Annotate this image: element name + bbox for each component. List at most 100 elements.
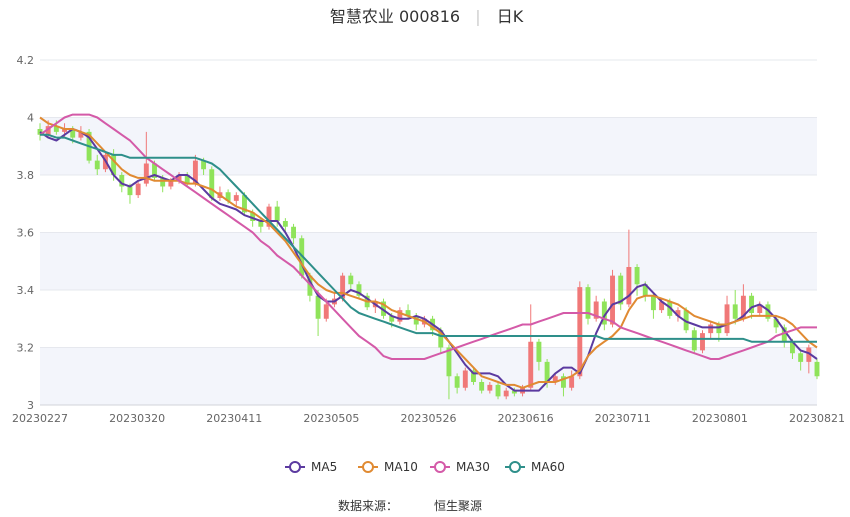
- candle: [495, 382, 501, 400]
- candle: [135, 180, 141, 198]
- candle: [593, 295, 599, 322]
- legend-item-ma60[interactable]: MA60: [505, 460, 565, 474]
- candle-body: [135, 183, 141, 196]
- candle-body: [781, 327, 787, 342]
- legend[interactable]: MA5 MA10 MA30 MA60: [285, 460, 565, 474]
- candle: [291, 223, 297, 244]
- chart-title: 智慧农业 000816: [330, 7, 460, 26]
- candle-body: [773, 318, 779, 328]
- candle-body: [266, 206, 272, 227]
- x-tick-label: 20230616: [498, 412, 554, 425]
- candle: [749, 292, 755, 319]
- candle: [700, 330, 705, 354]
- legend-item-ma10[interactable]: MA10: [358, 460, 418, 474]
- legend-item-ma30[interactable]: MA30: [430, 460, 490, 474]
- candle-body: [757, 304, 763, 313]
- candle-body: [593, 301, 599, 319]
- x-tick-label: 20230821: [789, 412, 845, 425]
- candle: [381, 298, 386, 319]
- moving-average-lines: [39, 113, 818, 392]
- x-tick-label: 20230227: [12, 412, 68, 425]
- candle-body: [806, 347, 812, 362]
- candle: [798, 350, 804, 371]
- plot-band: [40, 232, 817, 290]
- candle-body: [291, 226, 297, 239]
- candle: [781, 324, 787, 348]
- candle-body: [192, 160, 198, 184]
- candle: [618, 272, 624, 311]
- ma-line-ma60: [40, 133, 817, 343]
- candle-body: [405, 310, 411, 316]
- candle: [691, 327, 697, 354]
- candle-body: [511, 390, 517, 394]
- candle-body: [601, 301, 607, 325]
- candle-body: [528, 341, 534, 388]
- candle-body: [552, 376, 558, 382]
- candle: [683, 307, 689, 334]
- candle-body: [610, 275, 615, 325]
- legend-marker: [362, 461, 374, 473]
- legend-marker: [509, 461, 521, 473]
- candle-body: [53, 126, 59, 132]
- x-tick-label: 20230711: [595, 412, 651, 425]
- x-tick-label: 20230526: [401, 412, 457, 425]
- x-axis-ticks: 20230227 20230320 20230411 20230505 20230526…: [12, 404, 845, 425]
- source-label: 数据来源：: [338, 498, 398, 513]
- candle-body: [127, 186, 133, 196]
- candle-body: [438, 330, 444, 348]
- candle: [626, 229, 632, 308]
- candle-body: [659, 301, 665, 311]
- candle-body: [732, 304, 738, 319]
- period-label: 日K: [497, 7, 524, 26]
- legend-marker: [434, 461, 446, 473]
- candle-body: [356, 284, 362, 296]
- candle-body: [724, 304, 730, 334]
- source-value: 恒生聚源: [434, 499, 482, 513]
- candle: [479, 379, 485, 394]
- candle-body: [323, 304, 329, 319]
- x-tick-label: 20230801: [692, 412, 748, 425]
- candle: [806, 344, 812, 374]
- y-tick-label: 3: [27, 399, 34, 412]
- candle-body: [152, 163, 157, 178]
- legend-label: MA5: [311, 460, 337, 474]
- candle-body: [389, 315, 395, 322]
- title-separator: |: [475, 7, 480, 26]
- candle-body: [569, 376, 575, 388]
- candle: [454, 373, 460, 394]
- candle: [397, 307, 403, 325]
- candle-body: [94, 160, 100, 170]
- candle-body: [62, 129, 67, 132]
- candle-body: [348, 275, 354, 285]
- candle-body: [708, 324, 714, 334]
- y-tick-label: 3.8: [17, 169, 35, 182]
- candle-body: [446, 347, 452, 377]
- candle-body: [683, 310, 689, 331]
- candlesticks: [37, 120, 820, 400]
- candle-body: [536, 341, 542, 362]
- candle: [209, 166, 215, 201]
- candle-body: [479, 382, 485, 391]
- candle: [585, 284, 591, 325]
- x-tick-label: 20230320: [109, 412, 165, 425]
- candle-body: [176, 175, 182, 181]
- candle: [560, 373, 566, 397]
- legend-item-ma5[interactable]: MA5: [285, 460, 337, 474]
- y-axis-ticks: 3 3.2 3.4 3.6 3.8 4 4.2: [17, 54, 35, 412]
- data-source: 数据来源： 恒生聚源: [338, 498, 482, 513]
- candle: [577, 281, 583, 380]
- candle: [446, 344, 452, 400]
- candle-body: [111, 154, 117, 175]
- candle-body: [119, 175, 125, 187]
- candle: [282, 218, 288, 233]
- candle: [610, 269, 615, 328]
- candle: [471, 367, 476, 385]
- candle-body: [168, 180, 174, 187]
- candle-body: [749, 295, 755, 313]
- candle: [462, 367, 468, 391]
- candle: [650, 292, 656, 319]
- candle-body: [45, 126, 51, 135]
- candle-body: [471, 370, 476, 382]
